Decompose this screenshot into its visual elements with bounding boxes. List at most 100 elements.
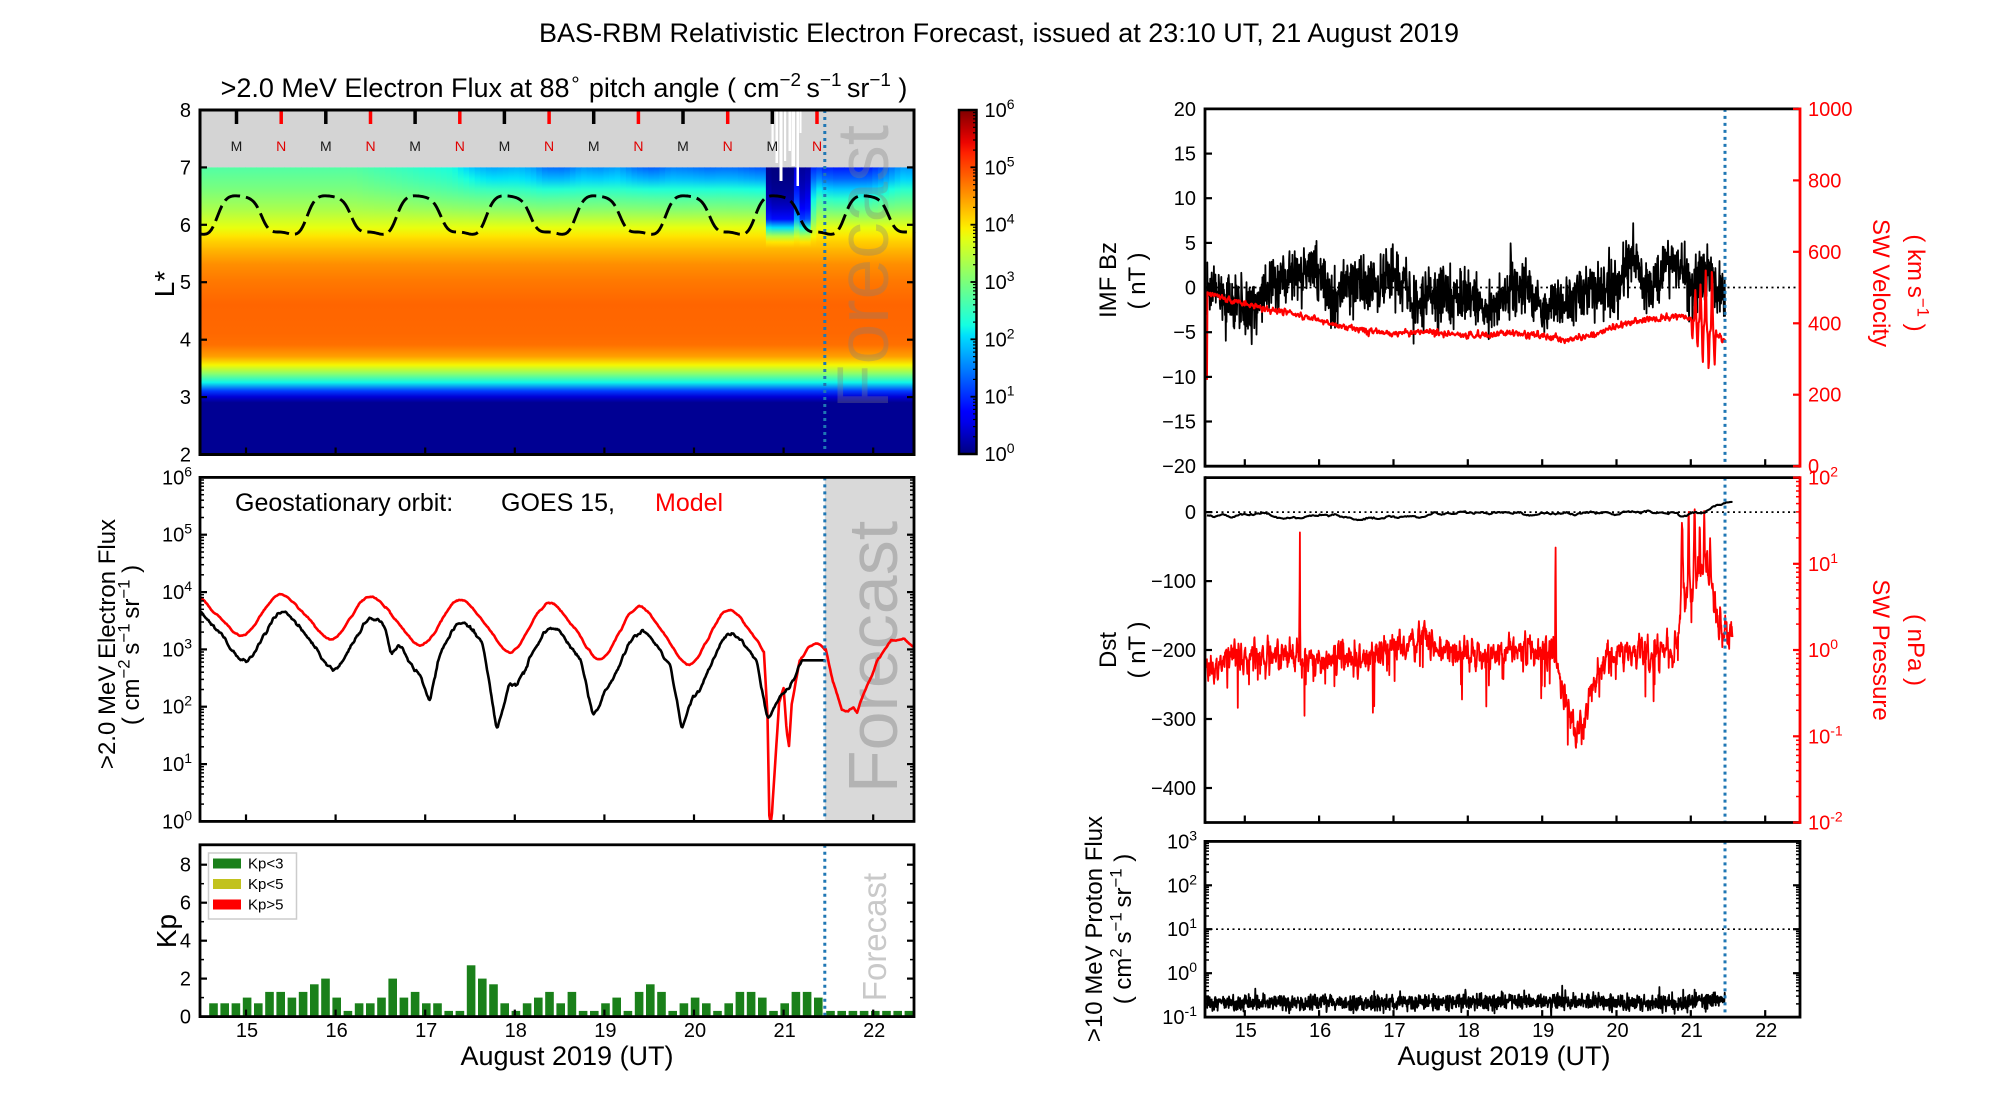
svg-text:GOES 15,: GOES 15, bbox=[501, 489, 615, 517]
svg-text:102: 102 bbox=[985, 325, 1015, 351]
svg-text:102: 102 bbox=[162, 693, 192, 719]
svg-text:IMF Bz: IMF Bz bbox=[1095, 242, 1122, 318]
svg-text:105: 105 bbox=[985, 153, 1015, 179]
svg-text:L*: L* bbox=[149, 271, 180, 298]
svg-text:0: 0 bbox=[1185, 502, 1196, 524]
svg-text:400: 400 bbox=[1808, 313, 1841, 335]
svg-text:M: M bbox=[320, 138, 332, 154]
svg-text:Geostationary orbit:: Geostationary orbit: bbox=[235, 489, 453, 517]
svg-text:BAS-RBM Relativistic Electron: BAS-RBM Relativistic Electron Forecast, … bbox=[539, 18, 1459, 48]
svg-text:20: 20 bbox=[1174, 99, 1196, 121]
svg-text:N: N bbox=[723, 138, 733, 154]
svg-text:22: 22 bbox=[1755, 1020, 1777, 1042]
svg-text:104: 104 bbox=[985, 211, 1015, 237]
svg-text:6: 6 bbox=[180, 893, 191, 915]
svg-text:( cm2 s−1 sr−1 ): ( cm2 s−1 sr−1 ) bbox=[1106, 854, 1137, 1005]
svg-text:Forecast: Forecast bbox=[834, 521, 912, 793]
svg-text:( nT ): ( nT ) bbox=[1124, 253, 1151, 310]
svg-text:0: 0 bbox=[1808, 456, 1819, 478]
svg-text:( km s−1 ): ( km s−1 ) bbox=[1902, 234, 1933, 331]
svg-text:10-1: 10-1 bbox=[1162, 1003, 1197, 1029]
svg-text:101: 101 bbox=[1808, 550, 1838, 576]
svg-text:103: 103 bbox=[162, 635, 192, 661]
svg-text:SW Pressure: SW Pressure bbox=[1867, 579, 1894, 720]
svg-text:Forecast: Forecast bbox=[856, 873, 893, 1001]
svg-text:>2.0 MeV Electron Flux at 88∘: >2.0 MeV Electron Flux at 88∘ pitch angl… bbox=[221, 70, 908, 103]
svg-text:17: 17 bbox=[415, 1020, 437, 1042]
svg-text:102: 102 bbox=[1808, 464, 1838, 490]
svg-text:−400: −400 bbox=[1151, 778, 1196, 800]
svg-text:( nPa ): ( nPa ) bbox=[1902, 614, 1929, 686]
svg-text:21: 21 bbox=[773, 1020, 795, 1042]
svg-text:0: 0 bbox=[180, 1007, 191, 1029]
svg-text:N: N bbox=[812, 138, 822, 154]
svg-text:101: 101 bbox=[162, 750, 192, 776]
svg-text:100: 100 bbox=[162, 807, 192, 833]
svg-text:19: 19 bbox=[594, 1020, 616, 1042]
svg-text:August 2019 (UT): August 2019 (UT) bbox=[1397, 1041, 1610, 1071]
svg-text:100: 100 bbox=[1167, 959, 1197, 985]
svg-text:N: N bbox=[455, 138, 465, 154]
svg-text:Dst: Dst bbox=[1095, 632, 1122, 668]
svg-text:M: M bbox=[231, 138, 243, 154]
svg-text:( cm−2 s−1 sr−1 ): ( cm−2 s−1 sr−1 ) bbox=[114, 565, 145, 725]
svg-text:10-2: 10-2 bbox=[1808, 809, 1843, 835]
svg-text:5: 5 bbox=[1185, 233, 1196, 255]
svg-text:8: 8 bbox=[180, 855, 191, 877]
svg-text:7: 7 bbox=[180, 157, 191, 179]
svg-text:17: 17 bbox=[1383, 1020, 1405, 1042]
svg-text:( nT ): ( nT ) bbox=[1124, 622, 1151, 679]
svg-text:0: 0 bbox=[1185, 278, 1196, 300]
svg-text:N: N bbox=[365, 138, 375, 154]
svg-text:2: 2 bbox=[180, 445, 191, 467]
svg-text:22: 22 bbox=[863, 1020, 885, 1042]
svg-text:101: 101 bbox=[1167, 915, 1197, 941]
svg-text:105: 105 bbox=[162, 521, 192, 547]
svg-text:Kp: Kp bbox=[151, 914, 182, 948]
svg-text:100: 100 bbox=[1808, 636, 1838, 662]
svg-text:10-1: 10-1 bbox=[1808, 722, 1843, 748]
svg-text:16: 16 bbox=[1309, 1020, 1331, 1042]
svg-text:4: 4 bbox=[180, 330, 191, 352]
svg-text:6: 6 bbox=[180, 215, 191, 237]
svg-text:Kp<5: Kp<5 bbox=[248, 876, 283, 893]
svg-text:M: M bbox=[499, 138, 511, 154]
svg-text:−15: −15 bbox=[1162, 412, 1196, 434]
svg-text:−200: −200 bbox=[1151, 640, 1196, 662]
svg-text:18: 18 bbox=[1458, 1020, 1480, 1042]
svg-text:−10: −10 bbox=[1162, 367, 1196, 389]
svg-text:−20: −20 bbox=[1162, 456, 1196, 478]
svg-text:20: 20 bbox=[1606, 1020, 1628, 1042]
svg-text:2: 2 bbox=[180, 969, 191, 991]
svg-text:15: 15 bbox=[1174, 144, 1196, 166]
svg-text:19: 19 bbox=[1532, 1020, 1554, 1042]
svg-text:16: 16 bbox=[325, 1020, 347, 1042]
svg-text:N: N bbox=[276, 138, 286, 154]
svg-text:Model: Model bbox=[655, 489, 723, 517]
svg-text:18: 18 bbox=[505, 1020, 527, 1042]
svg-text:106: 106 bbox=[162, 463, 192, 489]
svg-text:N: N bbox=[633, 138, 643, 154]
svg-text:M: M bbox=[677, 138, 689, 154]
svg-text:>2.0 MeV Electron Flux: >2.0 MeV Electron Flux bbox=[94, 519, 121, 769]
svg-text:4: 4 bbox=[180, 931, 191, 953]
svg-text:200: 200 bbox=[1808, 385, 1841, 407]
svg-text:15: 15 bbox=[1235, 1020, 1257, 1042]
svg-text:>10 MeV Proton Flux: >10 MeV Proton Flux bbox=[1081, 816, 1108, 1042]
svg-text:SW Velocity: SW Velocity bbox=[1867, 219, 1894, 347]
svg-text:M: M bbox=[409, 138, 421, 154]
svg-text:Forecast: Forecast bbox=[823, 125, 904, 409]
svg-text:15: 15 bbox=[236, 1020, 258, 1042]
svg-text:M: M bbox=[588, 138, 600, 154]
svg-text:−300: −300 bbox=[1151, 709, 1196, 731]
svg-text:Kp<3: Kp<3 bbox=[248, 856, 283, 873]
svg-text:104: 104 bbox=[162, 578, 192, 604]
svg-text:20: 20 bbox=[684, 1020, 706, 1042]
svg-text:800: 800 bbox=[1808, 170, 1841, 192]
svg-text:21: 21 bbox=[1681, 1020, 1703, 1042]
svg-text:101: 101 bbox=[985, 383, 1015, 409]
svg-text:Kp>5: Kp>5 bbox=[248, 897, 283, 914]
svg-text:−5: −5 bbox=[1173, 322, 1196, 344]
svg-text:102: 102 bbox=[1167, 871, 1197, 897]
svg-text:August 2019 (UT): August 2019 (UT) bbox=[460, 1041, 673, 1071]
